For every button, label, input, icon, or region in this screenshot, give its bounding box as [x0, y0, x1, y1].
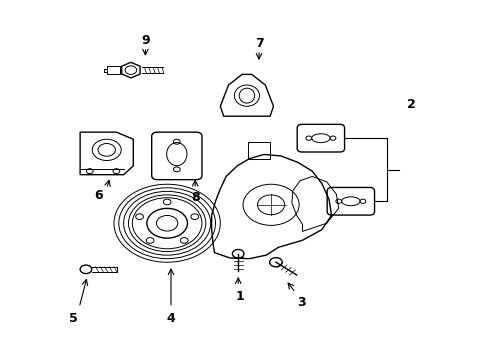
Text: 2: 2: [406, 98, 415, 111]
Text: 7: 7: [254, 37, 263, 50]
Circle shape: [232, 249, 244, 258]
Circle shape: [80, 265, 92, 274]
Text: 9: 9: [141, 34, 149, 47]
Text: 8: 8: [190, 190, 199, 203]
Text: 5: 5: [68, 312, 77, 325]
Text: 3: 3: [297, 296, 305, 309]
Text: 4: 4: [166, 312, 175, 325]
Circle shape: [269, 258, 282, 267]
Text: 6: 6: [94, 189, 102, 202]
Text: 1: 1: [235, 291, 244, 303]
